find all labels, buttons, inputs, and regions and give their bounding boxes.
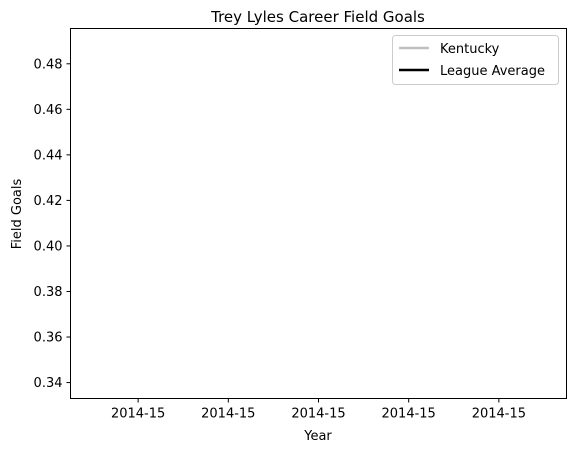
y-axis-label: Field Goals — [10, 179, 25, 250]
legend-box — [392, 35, 559, 85]
chart-title: Trey Lyles Career Field Goals — [210, 8, 425, 26]
y-tick-label: 0.44 — [34, 148, 63, 163]
x-axis: 2014-15 2014-15 2014-15 2014-15 2014-15 — [111, 398, 526, 422]
legend-label-league-average: League Average — [440, 64, 545, 79]
y-tick-label: 0.42 — [34, 194, 63, 209]
legend: Kentucky League Average — [392, 35, 559, 85]
y-tick-label: 0.48 — [34, 57, 63, 72]
y-tick-label: 0.36 — [34, 331, 63, 346]
y-tick-label: 0.40 — [34, 239, 63, 254]
x-axis-label: Year — [303, 429, 332, 444]
x-tick-label: 2014-15 — [111, 407, 165, 422]
y-axis: 0.34 0.36 0.38 0.40 0.42 0.44 0.46 0.48 — [34, 57, 71, 391]
y-tick-label: 0.34 — [34, 376, 63, 391]
x-tick-label: 2014-15 — [201, 407, 255, 422]
y-tick-label: 0.46 — [34, 103, 63, 118]
x-tick-label: 2014-15 — [291, 407, 345, 422]
legend-label-kentucky: Kentucky — [440, 42, 500, 57]
x-tick-label: 2014-15 — [382, 407, 436, 422]
x-tick-label: 2014-15 — [472, 407, 526, 422]
y-tick-label: 0.38 — [34, 285, 63, 300]
